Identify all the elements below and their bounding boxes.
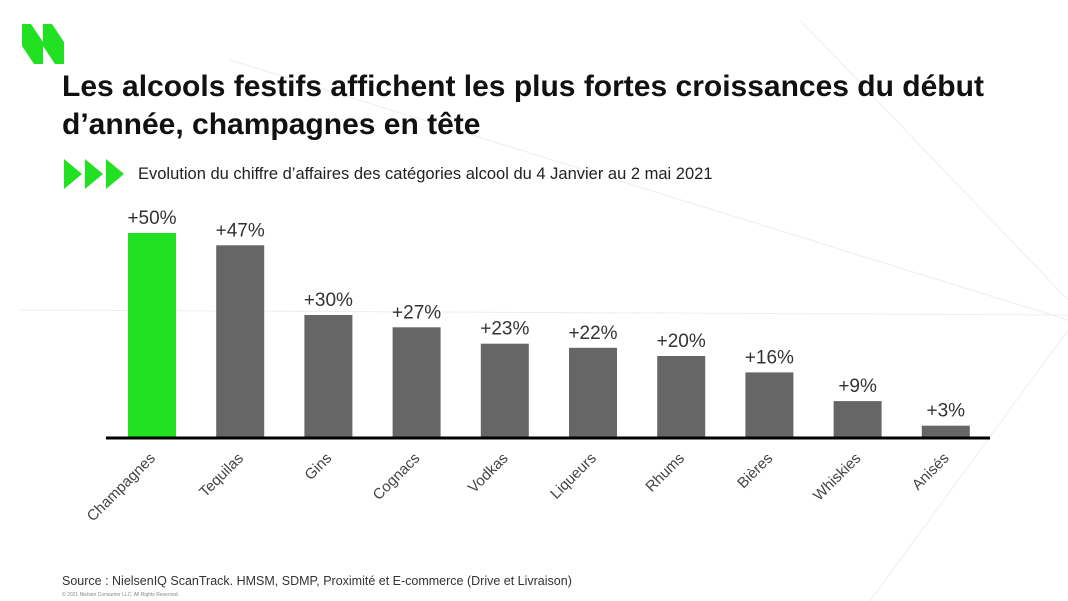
data-label: +20% bbox=[657, 331, 706, 352]
x-tick-label: Champagnes bbox=[84, 450, 159, 525]
data-label: +47% bbox=[216, 220, 265, 241]
x-tick-label: Cognacs bbox=[370, 450, 424, 504]
data-label: +16% bbox=[745, 347, 794, 368]
triple-chevron-right-icon bbox=[64, 159, 124, 189]
x-tick-label: Whiskies bbox=[810, 450, 864, 504]
bar-liqueurs bbox=[569, 347, 617, 438]
data-label: +22% bbox=[568, 323, 617, 344]
source-note: Source : NielsenIQ ScanTrack. HMSM, SDMP… bbox=[62, 574, 572, 588]
copyright-note: © 2021 Nielsen Consumer LLC. All Rights … bbox=[62, 592, 180, 598]
bar-gins bbox=[304, 315, 353, 438]
nielseniq-logo-icon bbox=[22, 24, 64, 64]
data-label: +27% bbox=[392, 302, 441, 323]
x-tick-label: Rhums bbox=[642, 450, 688, 496]
data-label: +3% bbox=[927, 401, 966, 422]
bar-champagnes bbox=[128, 233, 176, 438]
x-tick-label: Vodkas bbox=[465, 450, 512, 497]
bar-vodkas bbox=[480, 343, 529, 438]
bar-rhums bbox=[657, 356, 706, 438]
bar-cognacs bbox=[392, 327, 441, 438]
x-tick-label: Bières bbox=[734, 450, 776, 492]
x-tick-label: Liqueurs bbox=[547, 450, 600, 503]
x-tick-label: Anisés bbox=[909, 450, 953, 494]
data-label: +9% bbox=[838, 376, 877, 397]
page-title: Les alcools festifs affichent les plus f… bbox=[62, 70, 984, 141]
x-tick-label: Gins bbox=[301, 450, 335, 484]
data-label: +30% bbox=[304, 290, 353, 311]
bar-tequilas bbox=[216, 245, 265, 438]
data-label: +50% bbox=[127, 208, 176, 229]
chart-subtitle: Evolution du chiffre d’affaires des caté… bbox=[138, 164, 713, 183]
subtitle-row: Evolution du chiffre d’affaires des caté… bbox=[64, 157, 713, 191]
bar-whiskies bbox=[833, 401, 882, 438]
data-label: +23% bbox=[480, 319, 529, 340]
bar-anis-s bbox=[921, 425, 970, 438]
x-tick-label: Tequilas bbox=[196, 450, 247, 501]
bar-bi-res bbox=[745, 372, 794, 438]
